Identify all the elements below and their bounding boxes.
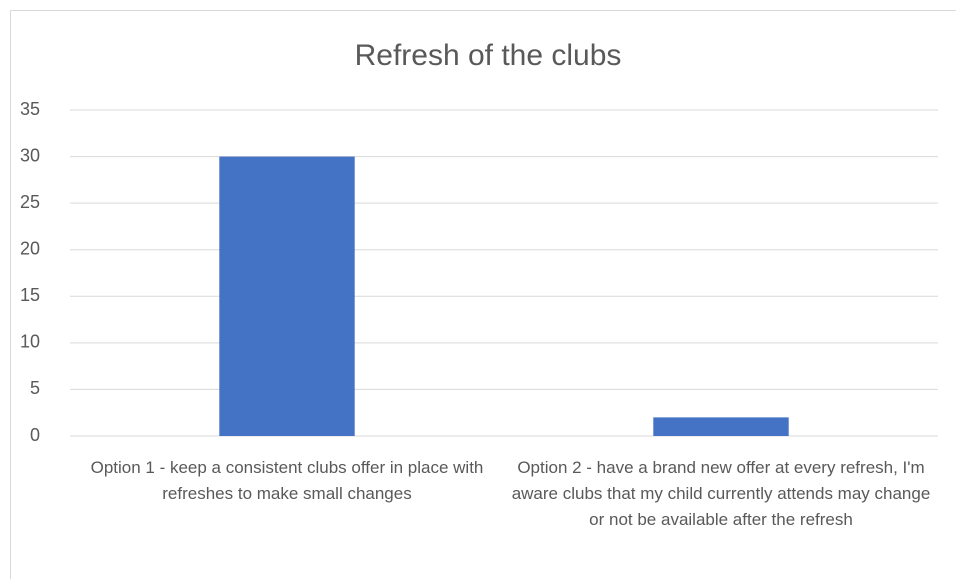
chart-border xyxy=(10,10,956,579)
bar xyxy=(219,156,355,437)
y-tick-label: 25 xyxy=(20,192,40,212)
y-tick-label: 20 xyxy=(20,238,40,258)
y-tick-label: 15 xyxy=(20,285,40,305)
bar xyxy=(653,417,789,436)
x-tick-label: Option 1 - keep a consistent clubs offer… xyxy=(90,458,484,503)
y-tick-label: 10 xyxy=(20,332,40,352)
y-tick-label: 5 xyxy=(30,378,40,398)
y-tick-label: 0 xyxy=(30,425,40,445)
y-tick-label: 30 xyxy=(20,145,40,165)
y-tick-label: 35 xyxy=(20,99,40,119)
chart-title: Refresh of the clubs xyxy=(355,39,622,72)
x-tick-label: Option 2 - have a brand new offer at eve… xyxy=(511,458,931,529)
